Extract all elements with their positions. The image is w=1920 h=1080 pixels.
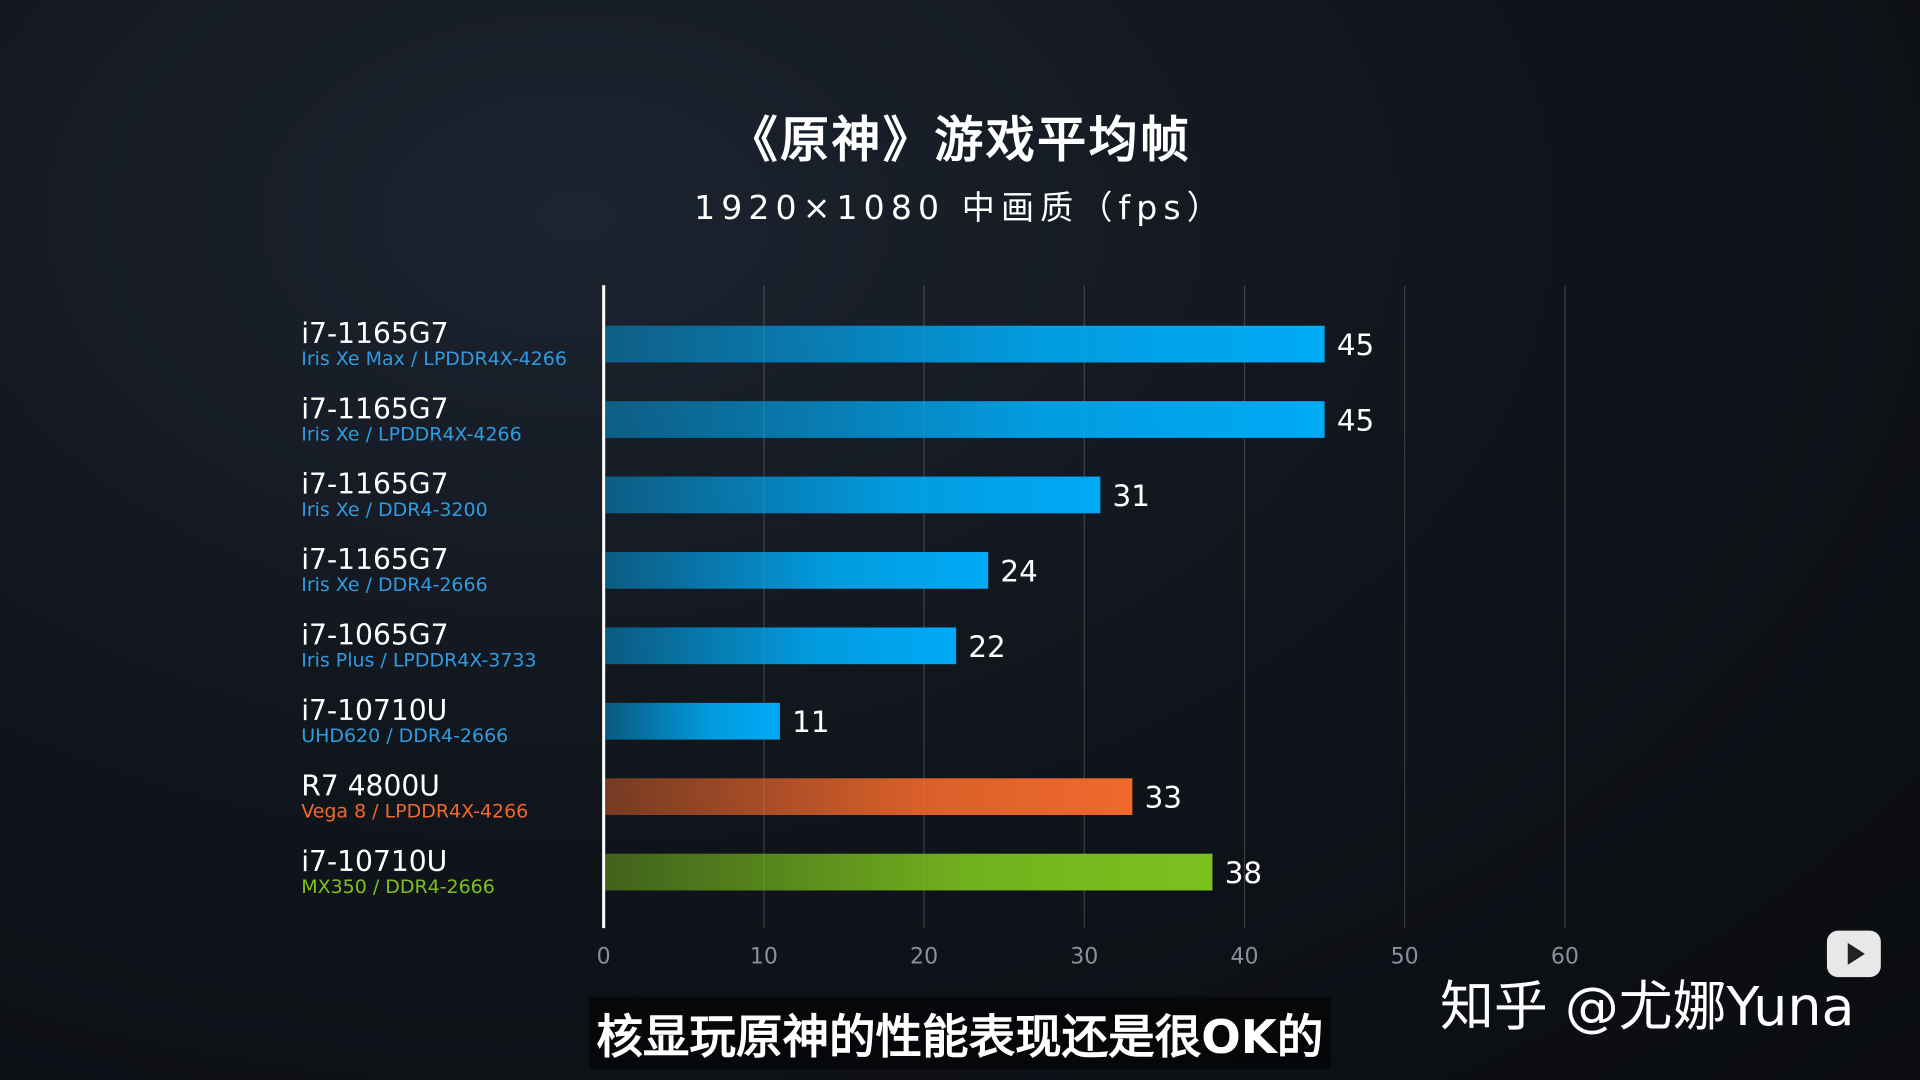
bar-value-label: 33 <box>1145 781 1182 815</box>
category-name: i7-10710U <box>301 845 447 878</box>
video-caption: 核显玩原神的性能表现还是很OK的 <box>588 996 1331 1069</box>
bar-value-label: 24 <box>1000 554 1037 588</box>
bar <box>604 325 1325 363</box>
bar <box>604 702 780 740</box>
x-tick-label: 40 <box>1230 945 1258 970</box>
category-detail: Iris Xe / LPDDR4X-4266 <box>301 423 521 445</box>
category-name: i7-10710U <box>301 694 447 727</box>
x-tick-label: 60 <box>1551 945 1579 970</box>
x-tick-label: 0 <box>597 945 611 970</box>
category-name: i7-1165G7 <box>301 468 448 501</box>
bar-value-label: 22 <box>968 630 1005 664</box>
category-name: i7-1165G7 <box>301 317 448 350</box>
watermark: 知乎 @尤娜Yuna <box>1440 975 1855 1039</box>
category-name: i7-1165G7 <box>301 392 448 425</box>
bar-value-label: 31 <box>1113 479 1150 513</box>
x-tick-label: 20 <box>910 945 938 970</box>
bar-value-label: 38 <box>1225 856 1262 890</box>
category-name: i7-1065G7 <box>301 619 448 652</box>
x-tick-label: 50 <box>1391 945 1419 970</box>
bar-value-label: 45 <box>1337 404 1374 438</box>
bar <box>604 552 989 589</box>
bar <box>604 627 957 665</box>
category-name: i7-1165G7 <box>301 543 448 576</box>
category-detail: Iris Plus / LPDDR4X-3733 <box>301 650 536 672</box>
category-detail: UHD620 / DDR4-2666 <box>301 725 508 747</box>
bar <box>604 778 1133 816</box>
category-detail: Iris Xe / DDR4-2666 <box>301 574 487 596</box>
bar <box>604 401 1325 438</box>
chart-title: 《原神》游戏平均帧 <box>728 112 1192 169</box>
category-detail: Vega 8 / LPDDR4X-4266 <box>301 800 528 822</box>
bar <box>604 476 1101 514</box>
category-name: R7 4800U <box>301 769 440 802</box>
x-tick-label: 10 <box>750 945 778 970</box>
category-detail: MX350 / DDR4-2666 <box>301 876 495 898</box>
bilibili-tv-icon <box>1826 930 1881 978</box>
bar-value-label: 11 <box>792 705 829 739</box>
chart-subtitle: 1920×1080 中画质（fps） <box>694 189 1226 228</box>
bar <box>604 853 1213 891</box>
category-detail: Iris Xe Max / LPDDR4X-4266 <box>301 348 567 370</box>
bar-value-label: 45 <box>1337 328 1374 362</box>
category-detail: Iris Xe / DDR4-3200 <box>301 499 487 521</box>
x-tick-label: 30 <box>1070 945 1098 970</box>
